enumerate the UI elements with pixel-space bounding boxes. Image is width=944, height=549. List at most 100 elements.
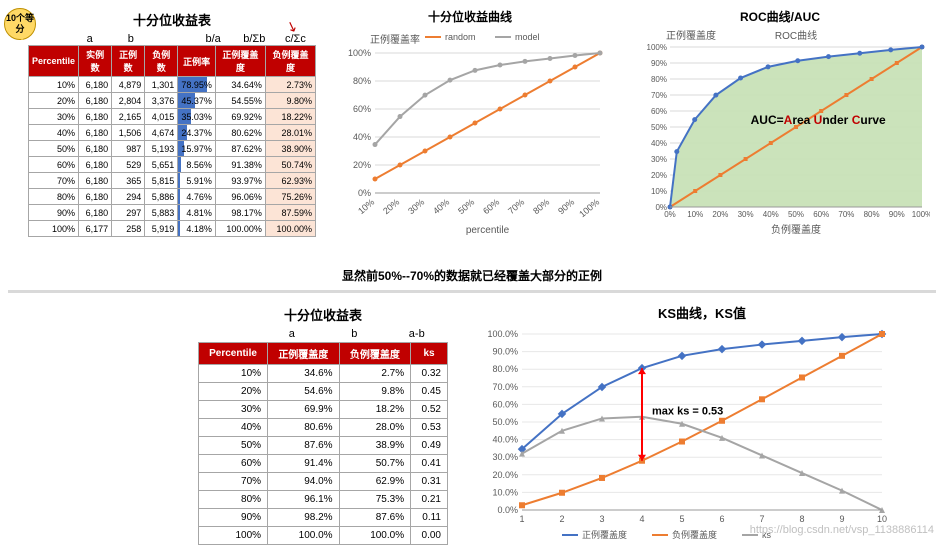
svg-text:30%: 30% <box>738 210 754 219</box>
table-row: 30%6,1802,1654,01535.03%69.92%18.22% <box>29 109 316 125</box>
roc-chart: 正例覆盖度ROC曲线0%10%20%30%40%50%60%70%80%90%1… <box>630 25 930 235</box>
svg-text:100%: 100% <box>912 210 930 219</box>
svg-text:4: 4 <box>639 514 644 524</box>
svg-text:50%: 50% <box>788 210 804 219</box>
svg-text:20%: 20% <box>651 171 667 180</box>
svg-text:40.0%: 40.0% <box>492 435 518 445</box>
svg-text:负例覆盖度: 负例覆盖度 <box>771 223 821 235</box>
ks-table-panel: 十分位收益表 aba-b Percentile正例覆盖度负例覆盖度ks10%34… <box>198 303 448 549</box>
decile-table-title: 十分位收益表 <box>28 10 316 29</box>
ks-table: Percentile正例覆盖度负例覆盖度ks10%34.6%2.7%0.3220… <box>198 342 448 545</box>
table-row: 40%6,1801,5064,67424.37%80.62%28.01% <box>29 125 316 141</box>
svg-text:90.0%: 90.0% <box>492 347 518 357</box>
table-row: 60%91.4%50.7%0.41 <box>199 455 448 473</box>
svg-text:AUC=Area Under Curve: AUC=Area Under Curve <box>751 113 886 127</box>
svg-text:10: 10 <box>877 514 887 524</box>
svg-text:80%: 80% <box>651 75 667 84</box>
table-row: 80%6,1802945,8864.76%96.06%75.26% <box>29 189 316 205</box>
svg-text:20%: 20% <box>712 210 728 219</box>
watermark: https://blog.csdn.net/vsp_1138886114 <box>750 524 934 536</box>
svg-text:100%: 100% <box>647 43 667 52</box>
table-row: 20%6,1802,8043,37645.37%54.55%9.80% <box>29 93 316 109</box>
col-header: 负例覆盖度 <box>265 46 315 77</box>
svg-text:7: 7 <box>759 514 764 524</box>
roc-chart-panel: ROC曲线/AUC 正例覆盖度ROC曲线0%10%20%30%40%50%60%… <box>624 8 936 263</box>
svg-text:6: 6 <box>719 514 724 524</box>
svg-text:80%: 80% <box>353 76 371 86</box>
table-row: 70%94.0%62.9%0.31 <box>199 473 448 491</box>
col-header: ks <box>411 343 448 365</box>
svg-text:30%: 30% <box>406 197 426 216</box>
svg-text:10%: 10% <box>687 210 703 219</box>
callout-badge: 10个等分 <box>4 8 36 40</box>
svg-text:60%: 60% <box>481 197 501 216</box>
bottom-section: 十分位收益表 aba-b Percentile正例覆盖度负例覆盖度ks10%34… <box>8 299 936 549</box>
svg-text:50%: 50% <box>456 197 476 216</box>
table-row: 100%6,1772585,9194.18%100.00%100.00% <box>29 221 316 237</box>
col-header: 负例覆盖度 <box>339 343 411 365</box>
svg-text:3: 3 <box>599 514 604 524</box>
svg-text:70.0%: 70.0% <box>492 382 518 392</box>
svg-text:random: random <box>445 32 476 42</box>
svg-text:70%: 70% <box>506 197 526 216</box>
svg-text:80.0%: 80.0% <box>492 364 518 374</box>
svg-text:model: model <box>515 32 540 42</box>
ks-chart-panel: KS曲线，KS值 0.0%10.0%20.0%30.0%40.0%50.0%60… <box>468 303 936 549</box>
svg-text:9: 9 <box>839 514 844 524</box>
table-row: 50%6,1809875,19315.97%87.62%38.90% <box>29 141 316 157</box>
col-header: 实例数 <box>79 46 112 77</box>
table-row: 20%54.6%9.8%0.45 <box>199 383 448 401</box>
ks-table-title: 十分位收益表 <box>198 305 448 324</box>
ks-table-sublabels: aba-b <box>198 328 448 340</box>
table-row: 80%96.1%75.3%0.21 <box>199 491 448 509</box>
table-row: 50%87.6%38.9%0.49 <box>199 437 448 455</box>
svg-text:90%: 90% <box>556 197 576 216</box>
svg-text:20.0%: 20.0% <box>492 470 518 480</box>
svg-text:90%: 90% <box>651 59 667 68</box>
svg-text:0.0%: 0.0% <box>497 505 518 515</box>
gain-chart: 正例覆盖率randommodel0%20%40%60%80%100%10%20%… <box>330 25 610 235</box>
svg-text:正例覆盖度: 正例覆盖度 <box>666 29 716 42</box>
svg-text:90%: 90% <box>889 210 905 219</box>
decile-table: Percentile实例数正例数负例数正例率正例覆盖度负例覆盖度10%6,180… <box>28 45 316 237</box>
svg-text:40%: 40% <box>651 139 667 148</box>
svg-text:10.0%: 10.0% <box>492 487 518 497</box>
table-row: 60%6,1805295,6518.56%91.38%50.74% <box>29 157 316 173</box>
decile-table-panel: 十分位收益表 abb/ab/Σbc/Σc Percentile实例数正例数负例数… <box>28 8 316 263</box>
ks-chart-title: KS曲线，KS值 <box>474 303 930 322</box>
svg-text:10%: 10% <box>356 197 376 216</box>
divider <box>8 290 936 293</box>
col-header: 正例覆盖度 <box>215 46 265 77</box>
col-header: Percentile <box>199 343 268 365</box>
svg-text:正例覆盖度: 正例覆盖度 <box>582 529 627 540</box>
decile-table-sublabels: abb/ab/Σbc/Σc <box>28 33 316 45</box>
table-row: 30%69.9%18.2%0.52 <box>199 401 448 419</box>
svg-text:负例覆盖度: 负例覆盖度 <box>672 529 717 540</box>
svg-text:40%: 40% <box>353 132 371 142</box>
svg-text:正例覆盖率: 正例覆盖率 <box>370 33 420 46</box>
svg-text:2: 2 <box>559 514 564 524</box>
col-header: Percentile <box>29 46 79 77</box>
col-header: 正例覆盖度 <box>268 343 340 365</box>
svg-text:percentile: percentile <box>466 225 510 235</box>
svg-text:60%: 60% <box>651 107 667 116</box>
top-section: 十分位收益表 abb/ab/Σbc/Σc Percentile实例数正例数负例数… <box>8 8 936 263</box>
table-row: 90%98.2%87.6%0.11 <box>199 509 448 527</box>
gain-chart-title: 十分位收益曲线 <box>330 8 610 25</box>
svg-text:5: 5 <box>679 514 684 524</box>
col-header: 负例数 <box>145 46 178 77</box>
svg-text:70%: 70% <box>651 91 667 100</box>
table-row: 90%6,1802975,8834.81%98.17%87.59% <box>29 205 316 221</box>
svg-text:100%: 100% <box>577 197 601 219</box>
table-row: 70%6,1803655,8155.91%93.97%62.93% <box>29 173 316 189</box>
table-row: 10%6,1804,8791,30178.95%34.64%2.73% <box>29 77 316 93</box>
svg-text:60.0%: 60.0% <box>492 399 518 409</box>
col-header: 正例率 <box>178 46 216 77</box>
svg-text:10%: 10% <box>651 187 667 196</box>
svg-text:40%: 40% <box>431 197 451 216</box>
svg-text:30.0%: 30.0% <box>492 452 518 462</box>
svg-text:80%: 80% <box>531 197 551 216</box>
table-row: 10%34.6%2.7%0.32 <box>199 365 448 383</box>
svg-text:50%: 50% <box>651 123 667 132</box>
svg-text:30%: 30% <box>651 155 667 164</box>
